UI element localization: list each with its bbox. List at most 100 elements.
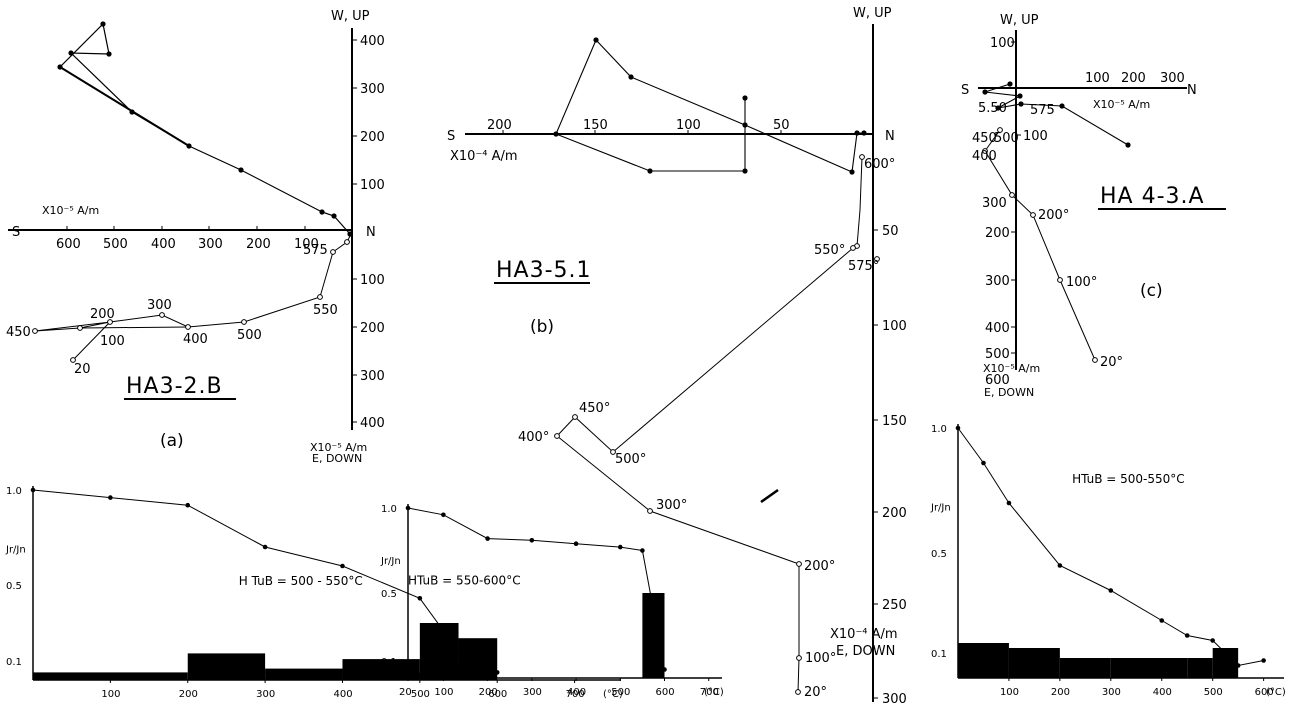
histogram-bar <box>465 669 488 678</box>
b-title: HA3-5.1 <box>496 258 592 283</box>
x-tick-label: 20 <box>399 687 412 698</box>
c-panel-label: (c) <box>1140 281 1163 301</box>
histogram-bar <box>958 643 1009 678</box>
intensity-point <box>617 544 623 550</box>
htub-annotation: H TuB = 500 - 550°C <box>239 574 363 588</box>
histogram-bar <box>265 668 343 680</box>
intensity-line <box>957 427 1264 667</box>
b-vtick-250: 250 <box>882 598 907 613</box>
b-vtick-300: 300 <box>882 692 907 707</box>
c-plabel-575: 575 <box>1030 103 1055 118</box>
c-plabel-20: 20° <box>1100 355 1123 370</box>
a-vtick-down-100: 100 <box>360 273 385 288</box>
b-stray-mark <box>760 488 779 504</box>
c-htick-200: 200 <box>1121 71 1146 86</box>
b-plabel-400: 400° <box>518 430 549 445</box>
b-label-up: W, UP <box>853 6 892 21</box>
intensity-point <box>340 563 345 569</box>
b-plabel-20: 20° <box>804 685 827 700</box>
c-vtick-600: 600 <box>985 373 1010 388</box>
y-axis-label: Jr/Jn <box>380 556 401 567</box>
a-plabel-20: 20 <box>74 362 91 377</box>
y-tick-label: 0.5 <box>931 549 947 560</box>
y-tick-label: 0.1 <box>6 657 22 668</box>
a-title: HA3-2.B <box>126 374 223 399</box>
intensity-line <box>32 489 498 673</box>
c-plabel-550: 5.50 <box>978 101 1007 116</box>
intensity-point <box>1261 658 1266 663</box>
b-vtick-100: 100 <box>882 319 907 334</box>
a-plabel-200: 200 <box>90 307 115 322</box>
c-label-s: S <box>961 83 969 98</box>
b-plabel-100: 100° <box>805 651 836 666</box>
intensity-point <box>485 536 490 541</box>
a-htick-400: 400 <box>151 237 176 252</box>
intensity-point <box>456 649 461 654</box>
histogram-bar <box>1187 658 1213 678</box>
x-unit-label: (°C) <box>1266 687 1286 698</box>
histogram-bar <box>187 653 266 680</box>
b-plabel-575: 575° <box>848 259 879 274</box>
x-tick-label: 500 <box>611 687 630 698</box>
c-vtick-300: 300 <box>985 274 1010 289</box>
b-htick-150: 150 <box>583 118 608 133</box>
b-plabel-300: 300° <box>656 498 687 513</box>
x-tick-label: 100 <box>434 687 453 698</box>
intensity-point <box>441 512 446 518</box>
c-plabel-200: 200° <box>1038 208 1069 223</box>
y-tick-label: 0.1 <box>381 657 397 668</box>
b-vtick-150: 150 <box>882 414 907 429</box>
panel-c-zijderveld: S N W, UP E, DOWN X10⁻⁵ A/m X10⁻⁵ A/m 10… <box>961 13 1226 399</box>
b-plabel-450: 450° <box>579 401 610 416</box>
a-h-ticks: 600 500 400 300 200 100 <box>56 226 319 252</box>
panel-a-zijderveld: S N W, UP E, DOWN X10⁻⁵ A/m X10⁻⁵ A/m 60… <box>6 9 385 465</box>
a-htick-300: 300 <box>198 237 223 252</box>
intensity-line <box>407 507 665 670</box>
a-vtick-up-300: 300 <box>360 82 385 97</box>
x-tick-label: 400 <box>1153 687 1172 698</box>
htub-annotation: HTuB = 550-600°C <box>408 574 521 588</box>
b-open-points <box>554 154 880 695</box>
intensity-point <box>529 538 535 543</box>
b-unit-h: X10⁻⁴ A/m <box>450 149 518 164</box>
c-h-ticks: 100 200 300 <box>1085 71 1185 86</box>
intensity-point <box>1159 618 1165 623</box>
c-label-down: E, DOWN <box>984 386 1034 399</box>
y-tick-label: 0.5 <box>6 581 22 592</box>
x-tick-label: 400 <box>567 687 586 698</box>
a-unit-h: X10⁻⁵ A/m <box>42 204 99 217</box>
x-tick-label: 700 <box>566 689 585 700</box>
a-vtick-up-100: 100 <box>360 178 385 193</box>
a-plabel-400: 400 <box>183 332 208 347</box>
c-vtick-500: 500 <box>985 347 1010 362</box>
intensity-point <box>640 548 645 553</box>
intensity-point <box>1057 563 1063 568</box>
b-label-n: N <box>885 129 895 144</box>
x-unit-label: (°C) <box>603 689 623 700</box>
histogram-bar <box>408 672 444 678</box>
b-vtick-200: 200 <box>882 506 907 521</box>
c-vtick-100: 100 <box>1023 129 1048 144</box>
b-v-ticks: 50 100 150 200 250 300 <box>873 224 907 707</box>
a-v-ticks: 400 300 200 100 100 200 300 400 <box>352 34 385 431</box>
b-label-s: S <box>447 129 455 144</box>
a-htick-500: 500 <box>103 237 128 252</box>
intensity-point <box>981 460 986 466</box>
a-plabel-300: 300 <box>147 298 172 313</box>
a-vtick-down-300: 300 <box>360 369 385 384</box>
c-label-n: N <box>1187 83 1197 98</box>
histogram-bar <box>1059 658 1111 678</box>
b-htick-100: 100 <box>676 118 701 133</box>
c-vertical-projection <box>984 129 1096 361</box>
a-plabel-450: 450 <box>6 325 31 340</box>
y-tick-label: 1.0 <box>931 424 947 435</box>
c-open-points <box>982 127 1098 363</box>
b-horizontal-projection <box>555 39 864 173</box>
c-title: HA 4-3.A <box>1100 184 1205 209</box>
intensity-point <box>262 544 268 550</box>
b-unit-v: X10⁻⁴ A/m <box>830 627 898 642</box>
c-unit-h: X10⁻⁵ A/m <box>1093 98 1150 111</box>
htub-annotation: HTuB = 500-550°C <box>1072 472 1185 486</box>
x-tick-label: 500 <box>411 689 430 700</box>
